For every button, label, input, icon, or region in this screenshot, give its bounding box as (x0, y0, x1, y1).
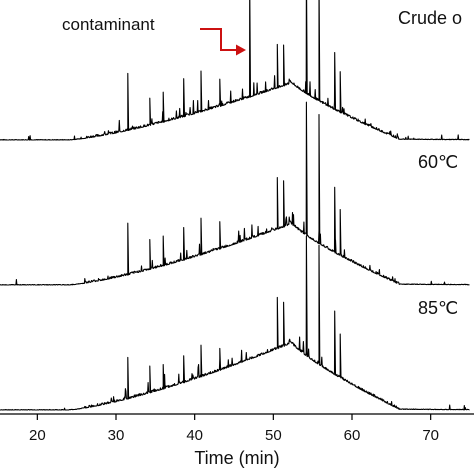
x-tick-label: 30 (108, 427, 125, 444)
trace-label-85c: 85℃ (418, 298, 458, 318)
trace-85c (0, 235, 470, 411)
x-tick-label: 50 (265, 427, 282, 444)
contaminant-label: contaminant (62, 15, 155, 34)
trace-label-60c: 60℃ (418, 152, 458, 172)
traces-group (0, 0, 470, 411)
x-axis-ticks: 20 30 40 50 60 70 (29, 414, 439, 444)
x-tick-label: 70 (422, 427, 439, 444)
trace-label-crude: Crude o (398, 8, 462, 28)
x-tick-label: 20 (29, 427, 46, 444)
x-tick-label: 60 (344, 427, 361, 444)
contaminant-arrow-line (200, 28, 238, 51)
x-axis-title: Time (min) (194, 448, 279, 468)
x-tick-label: 40 (186, 427, 203, 444)
trace-labels: Crude o 60℃ 85℃ (398, 8, 462, 318)
contaminant-annotation: contaminant (62, 15, 246, 56)
trace-crude-oil (0, 0, 470, 141)
contaminant-arrow-head (236, 44, 246, 56)
trace-60c (0, 101, 470, 286)
x-axis: 20 30 40 50 60 70 Time (min) (0, 413, 474, 468)
